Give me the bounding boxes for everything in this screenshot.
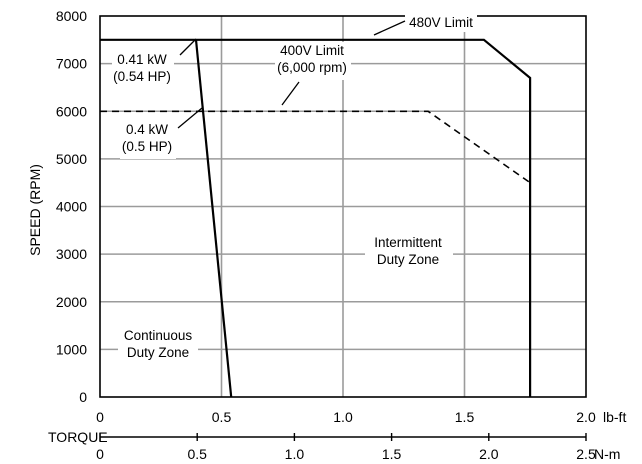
y-tick-label: 7000 <box>56 56 87 72</box>
annotation-text: 0.4 kW <box>126 122 168 137</box>
x-tick-label-nm: 1.5 <box>382 446 402 462</box>
x-tick-label-nm: 0.5 <box>187 446 207 462</box>
x-tick-label-lbft: 0 <box>96 409 104 425</box>
annotation-leader-line <box>179 38 197 56</box>
plot-frame <box>99 15 587 398</box>
annotation-label-041kw: 0.41 kW (0.54 HP) <box>112 38 197 89</box>
annotation-label-400v: 400V Limit (6,000 rpm) <box>275 42 351 106</box>
y-tick-label: 3000 <box>56 246 87 262</box>
annotation-background <box>118 327 198 365</box>
annotation-label-intermittent: Intermittent Duty Zone <box>365 234 453 272</box>
annotation-text: 0.41 kW <box>117 52 167 67</box>
x-axis-nm: 0 0.5 1.0 1.5 2.0 2.5 <box>96 433 596 462</box>
annotations: 480V Limit 0.41 kW (0.54 HP) 400V Limit (6,0… <box>112 14 477 365</box>
x-tick-label-nm: 1.0 <box>285 446 305 462</box>
annotation-text: Intermittent <box>374 235 442 250</box>
torque-label: TORQUE <box>48 429 108 445</box>
annotation-background <box>405 14 477 32</box>
x-tick-label-lbft: 1.5 <box>455 409 475 425</box>
y-tick-label: 2000 <box>56 294 87 310</box>
annotation-background <box>112 51 174 89</box>
y-axis-title: SPEED (RPM) <box>27 164 43 256</box>
annotation-text: 480V Limit <box>409 15 473 30</box>
y-tick-label: 1000 <box>56 341 87 357</box>
annotation-text: Continuous <box>124 328 193 343</box>
annotation-text: (0.5 HP) <box>122 139 172 154</box>
x-tick-labels-lbft: 0 0.5 1.0 1.5 2.0 <box>96 409 596 425</box>
x-tick-label-nm: 2.5 <box>576 446 596 462</box>
annotation-leader-line <box>281 81 300 106</box>
annotation-label-continuous: Continuous Duty Zone <box>118 327 198 365</box>
x-unit-lbft: lb-ft <box>603 409 626 425</box>
annotation-background <box>275 42 351 80</box>
y-tick-labels: 0 1000 2000 3000 4000 5000 6000 7000 8000 <box>56 8 87 405</box>
curves <box>100 38 532 398</box>
x-tick-label-nm: 0 <box>96 446 104 462</box>
x-unit-nm: N-m <box>594 446 620 462</box>
annotation-text: Duty Zone <box>127 345 189 360</box>
annotation-leader-line <box>373 20 406 36</box>
annotation-text: (6,000 rpm) <box>277 60 347 75</box>
y-tick-label: 4000 <box>56 199 87 215</box>
x-tick-label-lbft: 2.0 <box>576 409 596 425</box>
y-tick-label: 0 <box>79 389 87 405</box>
annotation-background <box>120 121 176 159</box>
annotation-text: (0.54 HP) <box>113 69 171 84</box>
x-tick-label-nm: 2.0 <box>479 446 499 462</box>
x-tick-label-lbft: 0.5 <box>212 409 232 425</box>
series-line <box>100 38 532 397</box>
annotation-text: 400V Limit <box>280 43 344 58</box>
annotation-leader-line <box>177 107 203 129</box>
plot-border <box>99 15 587 398</box>
y-tick-label: 8000 <box>56 8 87 24</box>
series-line <box>100 110 531 184</box>
series-line <box>194 39 233 398</box>
annotation-text: Duty Zone <box>377 252 439 267</box>
annotation-label-480v: 480V Limit <box>373 14 477 36</box>
x-tick-label-lbft: 1.0 <box>333 409 353 425</box>
y-tick-label: 5000 <box>56 151 87 167</box>
annotation-background <box>365 234 453 272</box>
annotation-label-04kw: 0.4 kW (0.5 HP) <box>120 107 203 159</box>
y-tick-label: 6000 <box>56 103 87 119</box>
